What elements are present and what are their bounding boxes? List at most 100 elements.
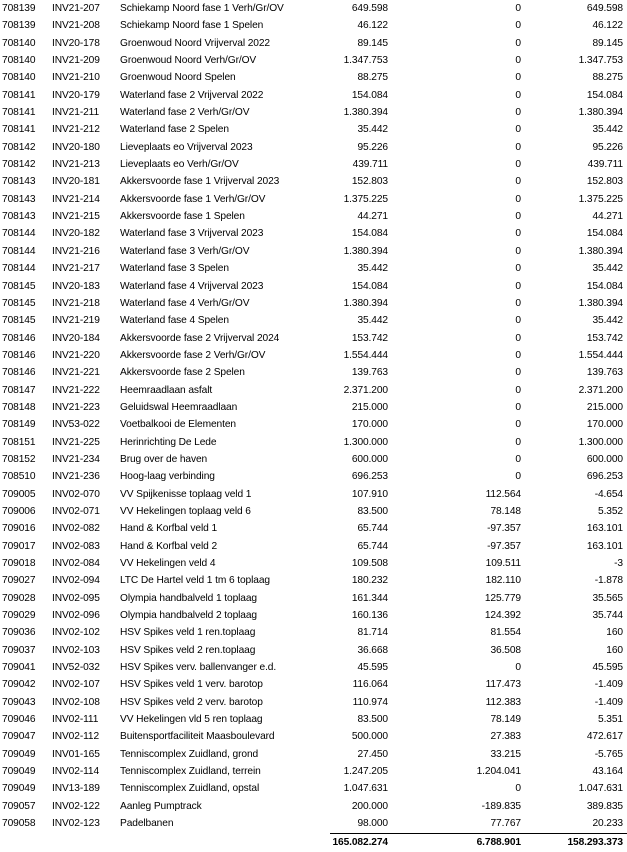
cell-investment-code: INV02-107 [52,679,100,691]
table-row: 708510 INV21-236 Hoog-laag verbinding 696.2… [0,468,627,485]
cell-kostenplaats: 708146 [2,349,36,361]
cell-budget: 215.000 [351,401,388,413]
cell-budget: 649.598 [351,3,388,14]
cell-kostenplaats: 708141 [2,89,36,101]
cell-budget: 1.300.000 [343,436,389,448]
cell-budget: 696.253 [351,471,388,483]
cell-investment-code: INV02-083 [52,540,100,552]
cell-kostenplaats: 708140 [2,72,36,84]
table-row: 708142 INV20-180 Lieveplaats eo Vrijverval… [0,139,627,156]
table-row: 709028 INV02-095 Olympia handbalveld 1 top… [0,590,627,607]
cell-budget: 154.084 [351,89,388,101]
cell-kostenplaats: 708146 [2,332,36,344]
cell-investment-code: INV02-070 [52,488,100,500]
cell-description: Schiekamp Noord fase 1 Spelen [120,20,264,32]
table-row: 708148 INV21-223 Geluidswal Heemraadlaan 21… [0,399,627,416]
cell-spent: 77.767 [490,818,521,830]
cell-description: Waterland fase 2 Verh/Gr/OV [120,107,250,119]
cell-spent: 0 [515,367,521,379]
cell-remaining: 163.101 [586,523,623,535]
totals-divider [330,832,627,834]
cell-spent: 0 [515,453,521,465]
cell-kostenplaats: 708141 [2,124,36,136]
cell-description: LTC De Hartel veld 1 tm 6 toplaag [120,575,270,587]
cell-budget: 170.000 [351,419,388,431]
cell-spent: 27.383 [490,731,521,743]
cell-kostenplaats: 709037 [2,644,36,656]
cell-budget: 107.910 [351,488,388,500]
cell-remaining: 649.598 [586,3,623,14]
cell-spent: -97.357 [487,523,521,535]
cell-budget: 139.763 [351,367,388,379]
cell-remaining: -5.765 [594,748,623,760]
cell-investment-code: INV21-234 [52,453,100,465]
cell-remaining: 45.595 [592,662,623,674]
cell-kostenplaats: 708143 [2,176,36,188]
cell-investment-code: INV21-223 [52,401,100,413]
cell-description: Waterland fase 3 Vrijverval 2023 [120,228,264,240]
cell-budget: 88.275 [357,72,388,84]
cell-remaining: 154.084 [586,89,623,101]
cell-investment-code: INV02-111 [52,714,99,726]
cell-description: Hand & Korfbal veld 2 [120,540,218,552]
table-row: 709027 INV02-094 LTC De Hartel veld 1 tm 6… [0,572,627,589]
cell-spent: 0 [515,193,521,205]
table-row: 709043 INV02-108 HSV Spikes veld 2 verv. b… [0,694,627,711]
cell-kostenplaats: 709036 [2,627,36,639]
cell-remaining: 1.375.225 [578,193,624,205]
cell-remaining: 215.000 [586,401,623,413]
cell-kostenplaats: 709049 [2,748,36,760]
table-row: 708139 INV21-208 Schiekamp Noord fase 1 Sp… [0,17,627,34]
cell-description: Herinrichting De Lede [120,436,217,448]
cell-investment-code: INV01-165 [52,748,100,760]
cell-budget: 35.442 [357,315,388,327]
cell-budget: 65.744 [357,523,388,535]
cell-kostenplaats: 709017 [2,540,36,552]
cell-remaining: 600.000 [586,453,623,465]
cell-spent: 117.473 [485,679,521,691]
cell-description: Padelbanen [120,818,174,830]
cell-budget: 154.084 [351,280,388,292]
table-row: 708140 INV20-178 Groenwoud Noord Vrijverva… [0,35,627,52]
cell-spent: 182.110 [485,575,521,587]
cell-budget: 65.744 [357,540,388,552]
cell-investment-code: INV20-184 [52,332,100,344]
table-row: 708146 INV21-220 Akkersvoorde fase 2 Verh/… [0,347,627,364]
cell-budget: 116.064 [352,679,388,691]
cell-remaining: 35.565 [592,592,623,604]
cell-remaining: 139.763 [586,367,623,379]
cell-remaining: 35.442 [592,315,623,327]
cell-budget: 109.508 [351,558,388,569]
cell-description: VV Spijkenisse toplaag veld 1 [120,488,252,500]
table-row: 709029 INV02-096 Olympia handbalveld 2 top… [0,607,627,624]
table-row: 708144 INV20-182 Waterland fase 3 Vrijverv… [0,225,627,242]
cell-kostenplaats: 708143 [2,193,36,205]
cell-kostenplaats: 708143 [2,211,36,223]
cell-kostenplaats: 709041 [2,662,36,674]
table-row: 709049 INV01-165 Tenniscomplex Zuidland, g… [0,746,627,763]
cell-remaining: -1.409 [594,696,623,708]
cell-kostenplaats: 709057 [2,800,36,812]
cell-remaining: 1.554.444 [578,349,624,361]
cell-description: Heemraadlaan asfalt [120,384,213,396]
cell-investment-code: INV02-112 [52,731,100,743]
cell-spent: 0 [515,401,521,413]
cell-kostenplaats: 708144 [2,245,36,257]
cell-kostenplaats: 708141 [2,107,36,119]
cell-description: Akkersvoorde fase 2 Vrijverval 2024 [120,332,280,344]
total-col6: 158.293.373 [567,836,623,848]
cell-description: VV Hekelingen toplaag veld 6 [120,505,251,517]
cell-spent: 33.215 [490,748,521,760]
cell-spent: -97.357 [487,540,521,552]
cell-investment-code: INV21-209 [52,55,100,67]
cell-kostenplaats: 708147 [2,384,36,396]
cell-investment-code: INV02-082 [52,523,100,535]
cell-remaining: 43.164 [592,766,623,778]
cell-description: HSV Spikes veld 1 ren.toplaag [120,627,256,639]
total-col5: 6.788.901 [476,836,522,848]
cell-budget: 1.347.753 [343,55,389,67]
cell-budget: 35.442 [357,263,388,275]
cell-investment-code: INV21-208 [52,20,100,32]
cell-investment-code: INV21-219 [52,315,100,327]
cell-kostenplaats: 708145 [2,280,36,292]
